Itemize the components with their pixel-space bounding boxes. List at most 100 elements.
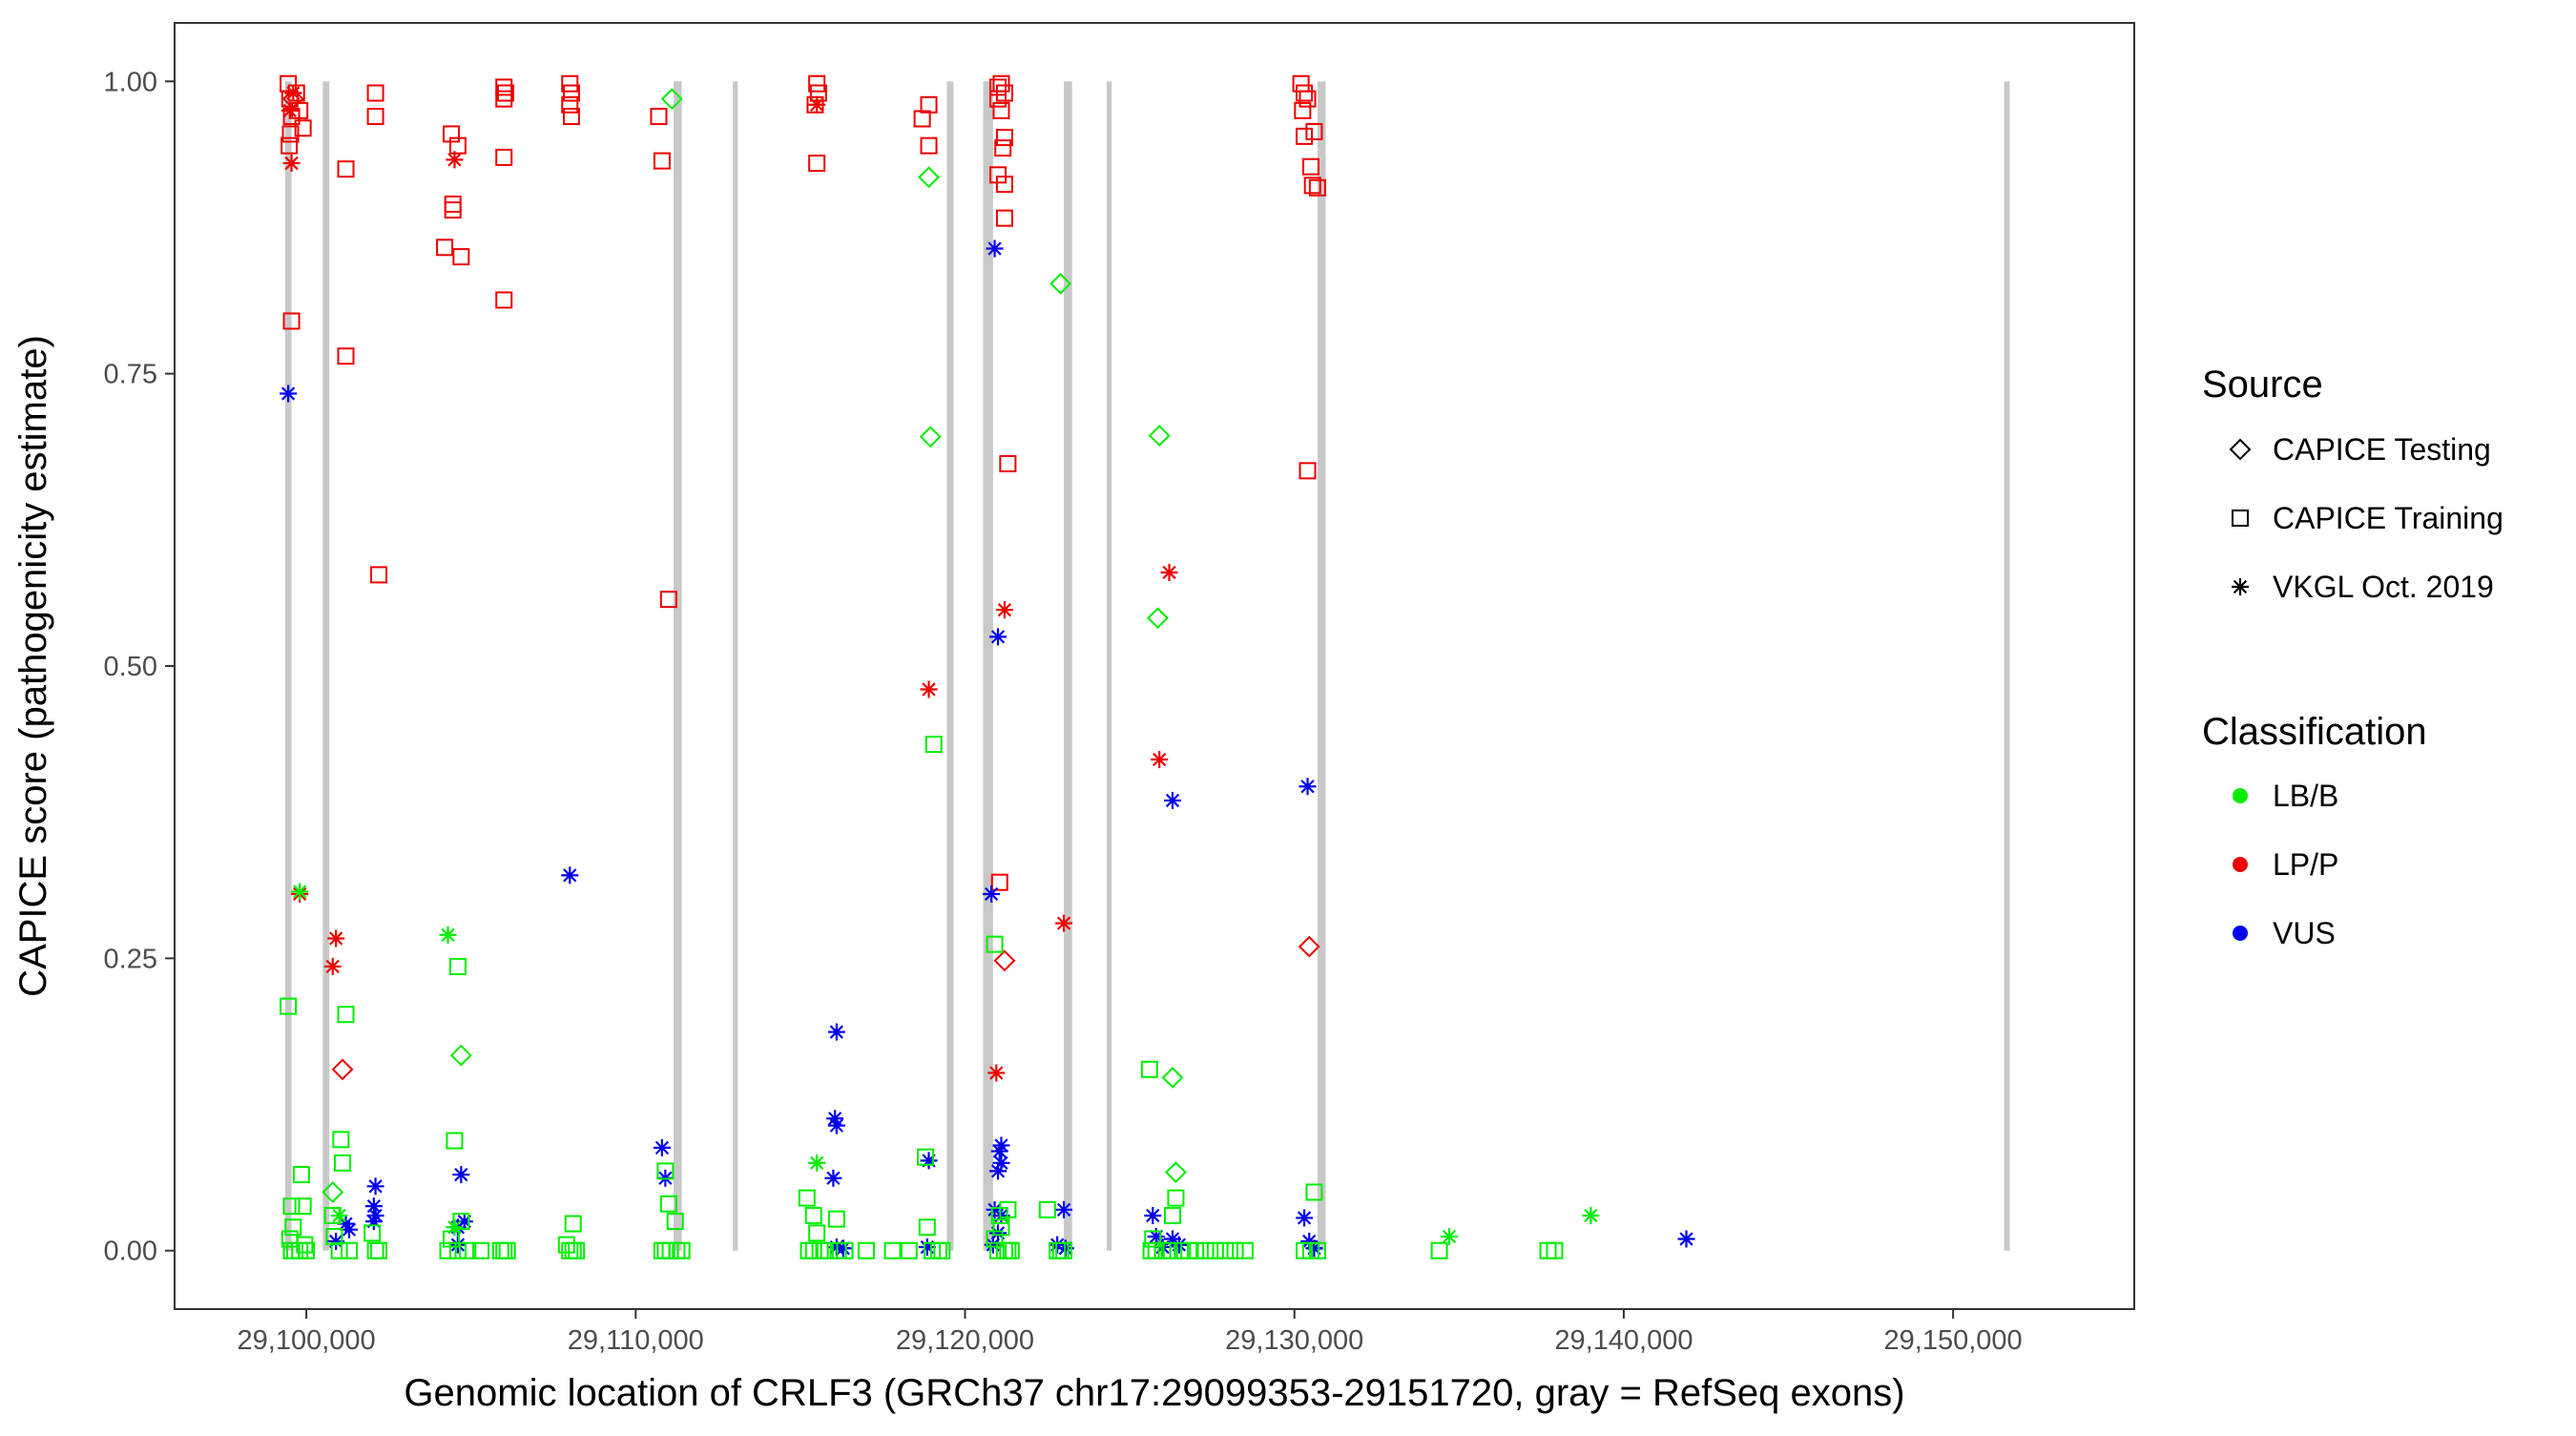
data-point — [459, 1241, 477, 1259]
legend: Source Classification CAPICE Testing CAPI… — [2202, 364, 2503, 950]
x-tick-label: 29,110,000 — [568, 1325, 704, 1356]
data-point — [284, 1218, 302, 1237]
data-point — [1298, 935, 1320, 958]
data-point — [294, 1197, 312, 1216]
data-point — [452, 1213, 470, 1231]
data-point — [660, 88, 683, 111]
legend-label: VKGL Oct. 2019 — [2273, 570, 2494, 604]
data-point — [983, 884, 1001, 903]
data-point — [561, 95, 579, 114]
data-point — [920, 680, 938, 698]
data-point — [472, 1241, 490, 1259]
data-point — [918, 166, 940, 189]
data-point — [292, 1166, 310, 1184]
data-point — [325, 1228, 343, 1246]
data-point — [900, 1241, 918, 1259]
data-point — [291, 883, 309, 901]
legend-key-dot — [2233, 926, 2248, 941]
legend-key-star — [2232, 578, 2249, 595]
data-point — [986, 935, 1004, 953]
data-point — [924, 736, 943, 754]
data-point — [1187, 1241, 1205, 1259]
data-point — [1049, 272, 1072, 295]
data-point — [1151, 751, 1169, 769]
data-point — [436, 239, 454, 257]
data-point — [857, 1241, 875, 1259]
data-point — [1038, 1200, 1056, 1218]
data-point — [366, 84, 384, 102]
data-point — [1582, 1206, 1600, 1224]
data-point — [933, 1241, 951, 1259]
data-point — [442, 1230, 460, 1248]
data-point — [495, 148, 513, 166]
data-point — [1216, 1241, 1235, 1259]
data-point — [1140, 1060, 1158, 1078]
data-point — [1677, 1230, 1695, 1248]
data-point — [340, 1220, 358, 1238]
data-point — [448, 957, 467, 975]
data-point — [337, 160, 355, 178]
data-point — [323, 1206, 342, 1224]
data-point — [439, 1241, 457, 1259]
data-point — [816, 1241, 834, 1259]
data-point — [330, 1206, 348, 1224]
data-point — [1196, 1241, 1215, 1259]
data-point — [824, 1169, 842, 1187]
data-point — [1002, 1241, 1020, 1259]
exon-band — [1317, 81, 1326, 1251]
data-point — [800, 1241, 818, 1259]
data-point — [1301, 157, 1319, 176]
data-point — [370, 566, 388, 584]
data-point — [442, 125, 460, 143]
data-point — [495, 291, 513, 309]
data-point — [1296, 127, 1314, 145]
data-point — [322, 1181, 344, 1203]
x-tick-label: 29,130,000 — [1225, 1325, 1363, 1356]
x-tick-label: 29,140,000 — [1554, 1325, 1693, 1356]
data-point — [990, 1206, 1008, 1224]
data-point — [827, 1023, 845, 1041]
data-point — [992, 1218, 1010, 1237]
data-point — [920, 1152, 938, 1170]
data-point — [1147, 607, 1169, 630]
data-point — [337, 1006, 355, 1024]
data-point — [1055, 1241, 1073, 1259]
data-point — [1144, 1206, 1162, 1224]
data-point — [929, 1241, 947, 1259]
data-point — [836, 1241, 854, 1259]
legend-classification-title: Classification — [2202, 711, 2427, 753]
data-point — [1298, 778, 1317, 796]
data-point — [1546, 1241, 1564, 1259]
data-point — [495, 90, 513, 108]
data-point — [561, 1241, 579, 1259]
data-point — [666, 1213, 684, 1231]
data-point — [562, 84, 580, 102]
data-point — [995, 601, 1013, 619]
data-point — [564, 1215, 582, 1233]
data-point — [1161, 1066, 1184, 1089]
data-point — [989, 1162, 1008, 1180]
data-point — [994, 139, 1012, 157]
axes: 29,100,000 29,110,000 29,120,000 29,130,000… — [104, 67, 2023, 1356]
data-point — [804, 1206, 822, 1224]
data-point — [986, 1230, 1004, 1248]
data-point — [448, 1241, 467, 1259]
data-point — [1167, 1189, 1185, 1207]
data-point — [809, 84, 827, 102]
data-point — [1303, 177, 1321, 195]
data-point — [827, 1210, 845, 1228]
exon-bands — [284, 81, 2010, 1251]
data-point — [919, 426, 942, 448]
data-point — [995, 129, 1013, 147]
data-point — [995, 176, 1013, 194]
plot-panel-border — [174, 22, 2135, 1310]
data-point — [557, 1236, 575, 1254]
data-point — [1055, 1200, 1073, 1218]
legend-label: CAPICE Training — [2273, 501, 2503, 535]
exon-band — [733, 81, 738, 1251]
data-point — [656, 1162, 675, 1180]
data-point — [827, 1116, 845, 1134]
data-point — [330, 1241, 348, 1259]
data-point — [650, 108, 668, 126]
